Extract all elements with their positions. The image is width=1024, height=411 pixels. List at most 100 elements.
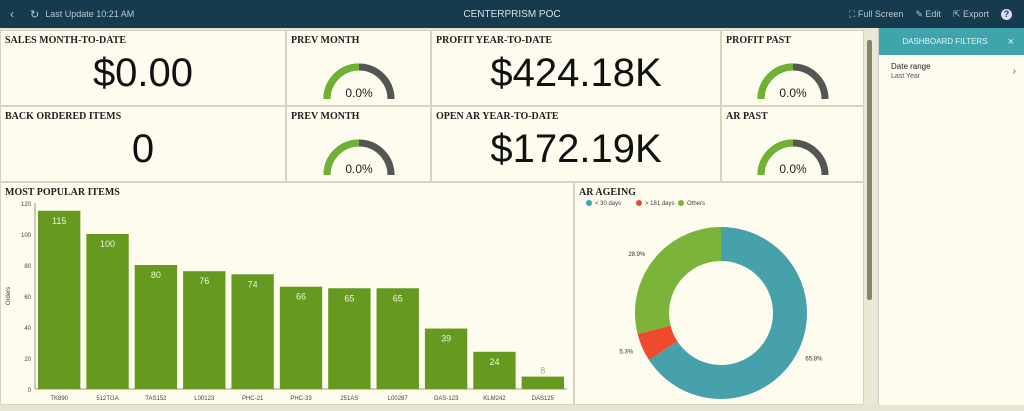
gauge-value: 0.0%: [779, 162, 807, 176]
gauge-fill: [757, 139, 793, 176]
x-tick-label: 251AS: [340, 396, 358, 402]
gauge-fill: [323, 139, 359, 176]
bar-chart: 0 20 40 60 80 100 120 Orders 115 TK890 100 512TGA 80…: [6, 202, 567, 402]
bar-value-label: 66: [296, 292, 306, 302]
kpi-title: PROFIT YEAR-TO-DATE: [436, 35, 553, 46]
export-icon: ⇱: [952, 8, 963, 19]
kpi-value: $172.19K: [490, 127, 662, 171]
kpi-card[interactable]: PREV MONTH 0.0%: [286, 106, 431, 182]
bar[interactable]: [38, 210, 81, 389]
pie-chart-title: AR AGEING: [579, 187, 636, 198]
gauge: 0.0%: [757, 139, 828, 176]
x-tick-label: TAS152: [145, 396, 167, 402]
kpi-value: 0: [131, 127, 155, 171]
kpi-value: $0.00: [92, 51, 194, 95]
slice-label: 65.8%: [805, 357, 823, 363]
legend-marker: [636, 200, 642, 206]
date-range-value: Last Year: [891, 73, 921, 80]
scrollbar-thumb[interactable]: [867, 40, 872, 300]
kpi-card[interactable]: PROFIT PAST 0.0%: [721, 30, 864, 106]
slice-label: 28.9%: [628, 252, 646, 258]
expand-icon: ⛶: [849, 8, 858, 19]
kpi-value: $424.18K: [490, 51, 662, 95]
y-tick-label: 120: [21, 202, 32, 208]
scrollbar[interactable]: [864, 30, 876, 405]
kpi-title: OPEN AR YEAR-TO-DATE: [436, 111, 559, 122]
kpi-title: PREV MONTH: [291, 35, 360, 46]
bar[interactable]: [231, 274, 274, 389]
kpi-card[interactable]: OPEN AR YEAR-TO-DATE $172.19K: [431, 106, 721, 182]
kpi-title: PREV MONTH: [291, 111, 360, 122]
bar-value-label: 100: [100, 239, 115, 249]
bar-value-label: 115: [52, 216, 66, 226]
close-icon[interactable]: ×: [1007, 35, 1014, 48]
bar[interactable]: [424, 328, 468, 389]
filters-title: DASHBOARD FILTERS: [902, 37, 988, 46]
x-tick-label: L00287: [388, 396, 409, 402]
gauge: 0.0%: [323, 139, 394, 176]
bar[interactable]: [279, 286, 323, 389]
legend-marker: [678, 200, 684, 206]
y-tick-label: 100: [21, 233, 32, 239]
donut-slice[interactable]: [637, 325, 678, 360]
kpi-card[interactable]: PREV MONTH 0.0%: [286, 30, 431, 106]
most-popular-items-card: MOST POPULAR ITEMS 0 20 40 60 80 100 120 Orders…: [0, 182, 574, 405]
x-tick-label: KLM242: [483, 396, 506, 402]
export-button[interactable]: ⇱ Export: [952, 8, 989, 19]
ar-ageing-card: AR AGEING < 30 days > 181 days Others 65.8%…: [574, 182, 864, 405]
kpi-card[interactable]: BACK ORDERED ITEMS 0: [0, 106, 286, 182]
x-tick-label: DAS125: [532, 396, 555, 402]
slice-label: 5.3%: [619, 349, 633, 355]
y-tick-label: 60: [24, 295, 31, 301]
gauge: 0.0%: [323, 63, 394, 100]
gauge-value: 0.0%: [345, 86, 373, 100]
full-screen-button[interactable]: ⛶ Full Screen: [849, 8, 904, 19]
x-tick-label: PHC-33: [290, 396, 312, 402]
legend-marker: [586, 200, 592, 206]
refresh-icon[interactable]: ↻: [30, 8, 40, 21]
bar[interactable]: [521, 376, 564, 389]
bar[interactable]: [134, 265, 178, 389]
y-axis-label: Orders: [6, 287, 12, 305]
bar-value-label: 65: [393, 293, 403, 303]
gauge-value: 0.0%: [345, 162, 373, 176]
last-update: Last Update 10:21 AM: [45, 9, 135, 19]
y-tick-label: 40: [24, 326, 31, 332]
y-tick-label: 0: [28, 388, 32, 394]
kpi-card[interactable]: AR PAST 0.0%: [721, 106, 864, 182]
donut-slice[interactable]: [635, 227, 721, 334]
donut-chart: < 30 days > 181 days Others 65.8% 5.3% 28.9%: [586, 200, 823, 399]
bar-value-label: 24: [489, 357, 499, 367]
dashboard-filters-panel: DASHBOARD FILTERS × Date range Last Year …: [878, 28, 1024, 405]
kpi-title: SALES MONTH-TO-DATE: [5, 35, 127, 46]
gauge: 0.0%: [757, 63, 828, 100]
kpi-card[interactable]: SALES MONTH-TO-DATE $0.00: [0, 30, 286, 106]
kpi-title: PROFIT PAST: [726, 35, 791, 46]
donut-slice[interactable]: [648, 227, 807, 399]
legend-label[interactable]: Others: [687, 201, 705, 207]
help-icon[interactable]: ?: [1001, 8, 1012, 20]
edit-button[interactable]: ✎ Edit: [915, 8, 941, 19]
chevron-right-icon: ›: [1012, 66, 1016, 77]
bar-value-label: 76: [199, 276, 209, 286]
bar-value-label: 39: [441, 334, 451, 344]
bar[interactable]: [473, 351, 516, 389]
x-tick-label: PHC-21: [242, 396, 264, 402]
gauge-fill: [323, 63, 359, 100]
bar[interactable]: [328, 288, 371, 389]
edit-icon: ✎: [915, 8, 926, 19]
bar[interactable]: [183, 271, 226, 389]
back-icon[interactable]: ‹: [10, 7, 14, 21]
bar[interactable]: [376, 288, 419, 389]
y-tick-label: 20: [24, 357, 31, 363]
gauge-fill: [757, 63, 793, 100]
kpi-card[interactable]: PROFIT YEAR-TO-DATE $424.18K: [431, 30, 721, 106]
x-tick-label: L00123: [194, 396, 215, 402]
legend-label[interactable]: < 30 days: [595, 201, 621, 207]
bar-chart-title: MOST POPULAR ITEMS: [5, 187, 120, 198]
x-tick-label: TK890: [50, 396, 68, 402]
legend-label[interactable]: > 181 days: [645, 201, 675, 207]
bar-value-label: 80: [151, 270, 161, 280]
kpi-title: AR PAST: [726, 111, 768, 122]
bar[interactable]: [86, 234, 129, 389]
